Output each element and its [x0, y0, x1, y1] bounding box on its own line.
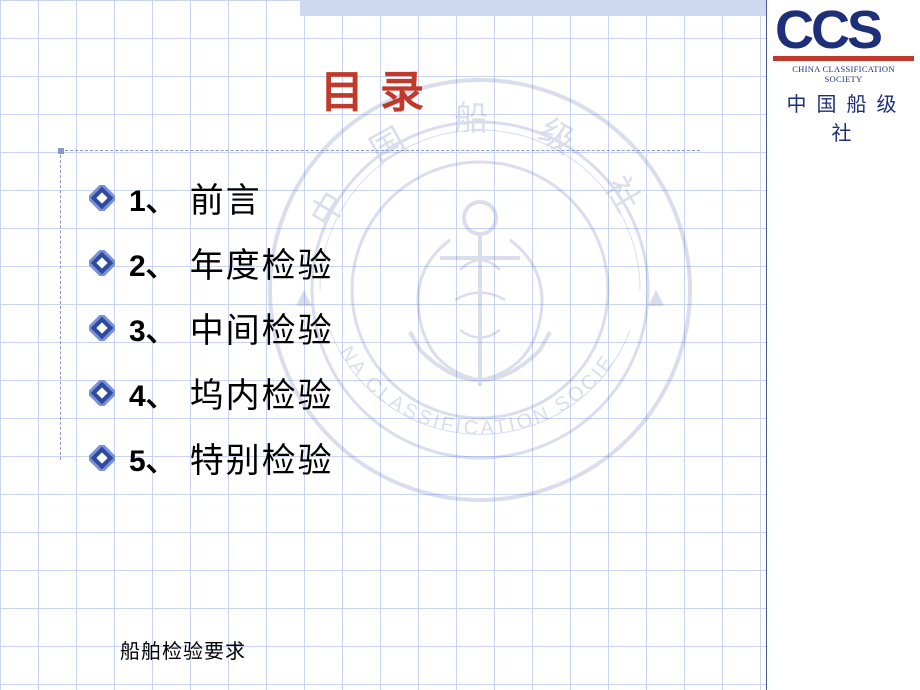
footer-text: 船舶检验要求: [120, 635, 246, 664]
toc-item-number: 5、: [129, 436, 176, 480]
toc-item-number: 1、: [129, 176, 176, 220]
top-accent-bar: [300, 0, 766, 16]
diamond-bullet-icon: [89, 380, 115, 406]
toc-item-number: 4、: [129, 371, 176, 415]
toc-item-text: 特别检验: [190, 433, 334, 482]
toc-item-text: 年度检验: [190, 238, 334, 287]
toc-item-text: 前言: [190, 173, 262, 222]
diamond-bullet-icon: [89, 315, 115, 341]
toc-item-text: 中间检验: [190, 303, 334, 352]
diamond-bullet-icon: [89, 250, 115, 276]
diamond-bullet-icon: [89, 445, 115, 471]
toc-item: 2、 年度检验: [89, 238, 700, 287]
slide-title: 目录: [0, 56, 760, 120]
toc-item: 1、 前言: [89, 173, 700, 222]
toc-container: 1、 前言 2、 年度检验 3、 中间检验 4、 坞内检验 5、 特别检验: [60, 150, 700, 460]
logo-panel: CCS CHINA CLASSIFICATION SOCIETY 中国船级社: [766, 0, 920, 690]
diamond-bullet-icon: [89, 185, 115, 211]
toc-item: 5、 特别检验: [89, 433, 700, 482]
toc-item: 3、 中间检验: [89, 303, 700, 352]
toc-item: 4、 坞内检验: [89, 368, 700, 417]
corner-dot: [58, 148, 64, 154]
logo-english: CHINA CLASSIFICATION SOCIETY: [773, 64, 914, 84]
toc-list: 1、 前言 2、 年度检验 3、 中间检验 4、 坞内检验 5、 特别检验: [61, 151, 700, 482]
toc-item-text: 坞内检验: [190, 368, 334, 417]
toc-item-number: 3、: [129, 306, 176, 350]
toc-item-number: 2、: [129, 241, 176, 285]
logo-abbr: CCS: [773, 8, 914, 54]
logo-chinese: 中国船级社: [773, 88, 914, 146]
